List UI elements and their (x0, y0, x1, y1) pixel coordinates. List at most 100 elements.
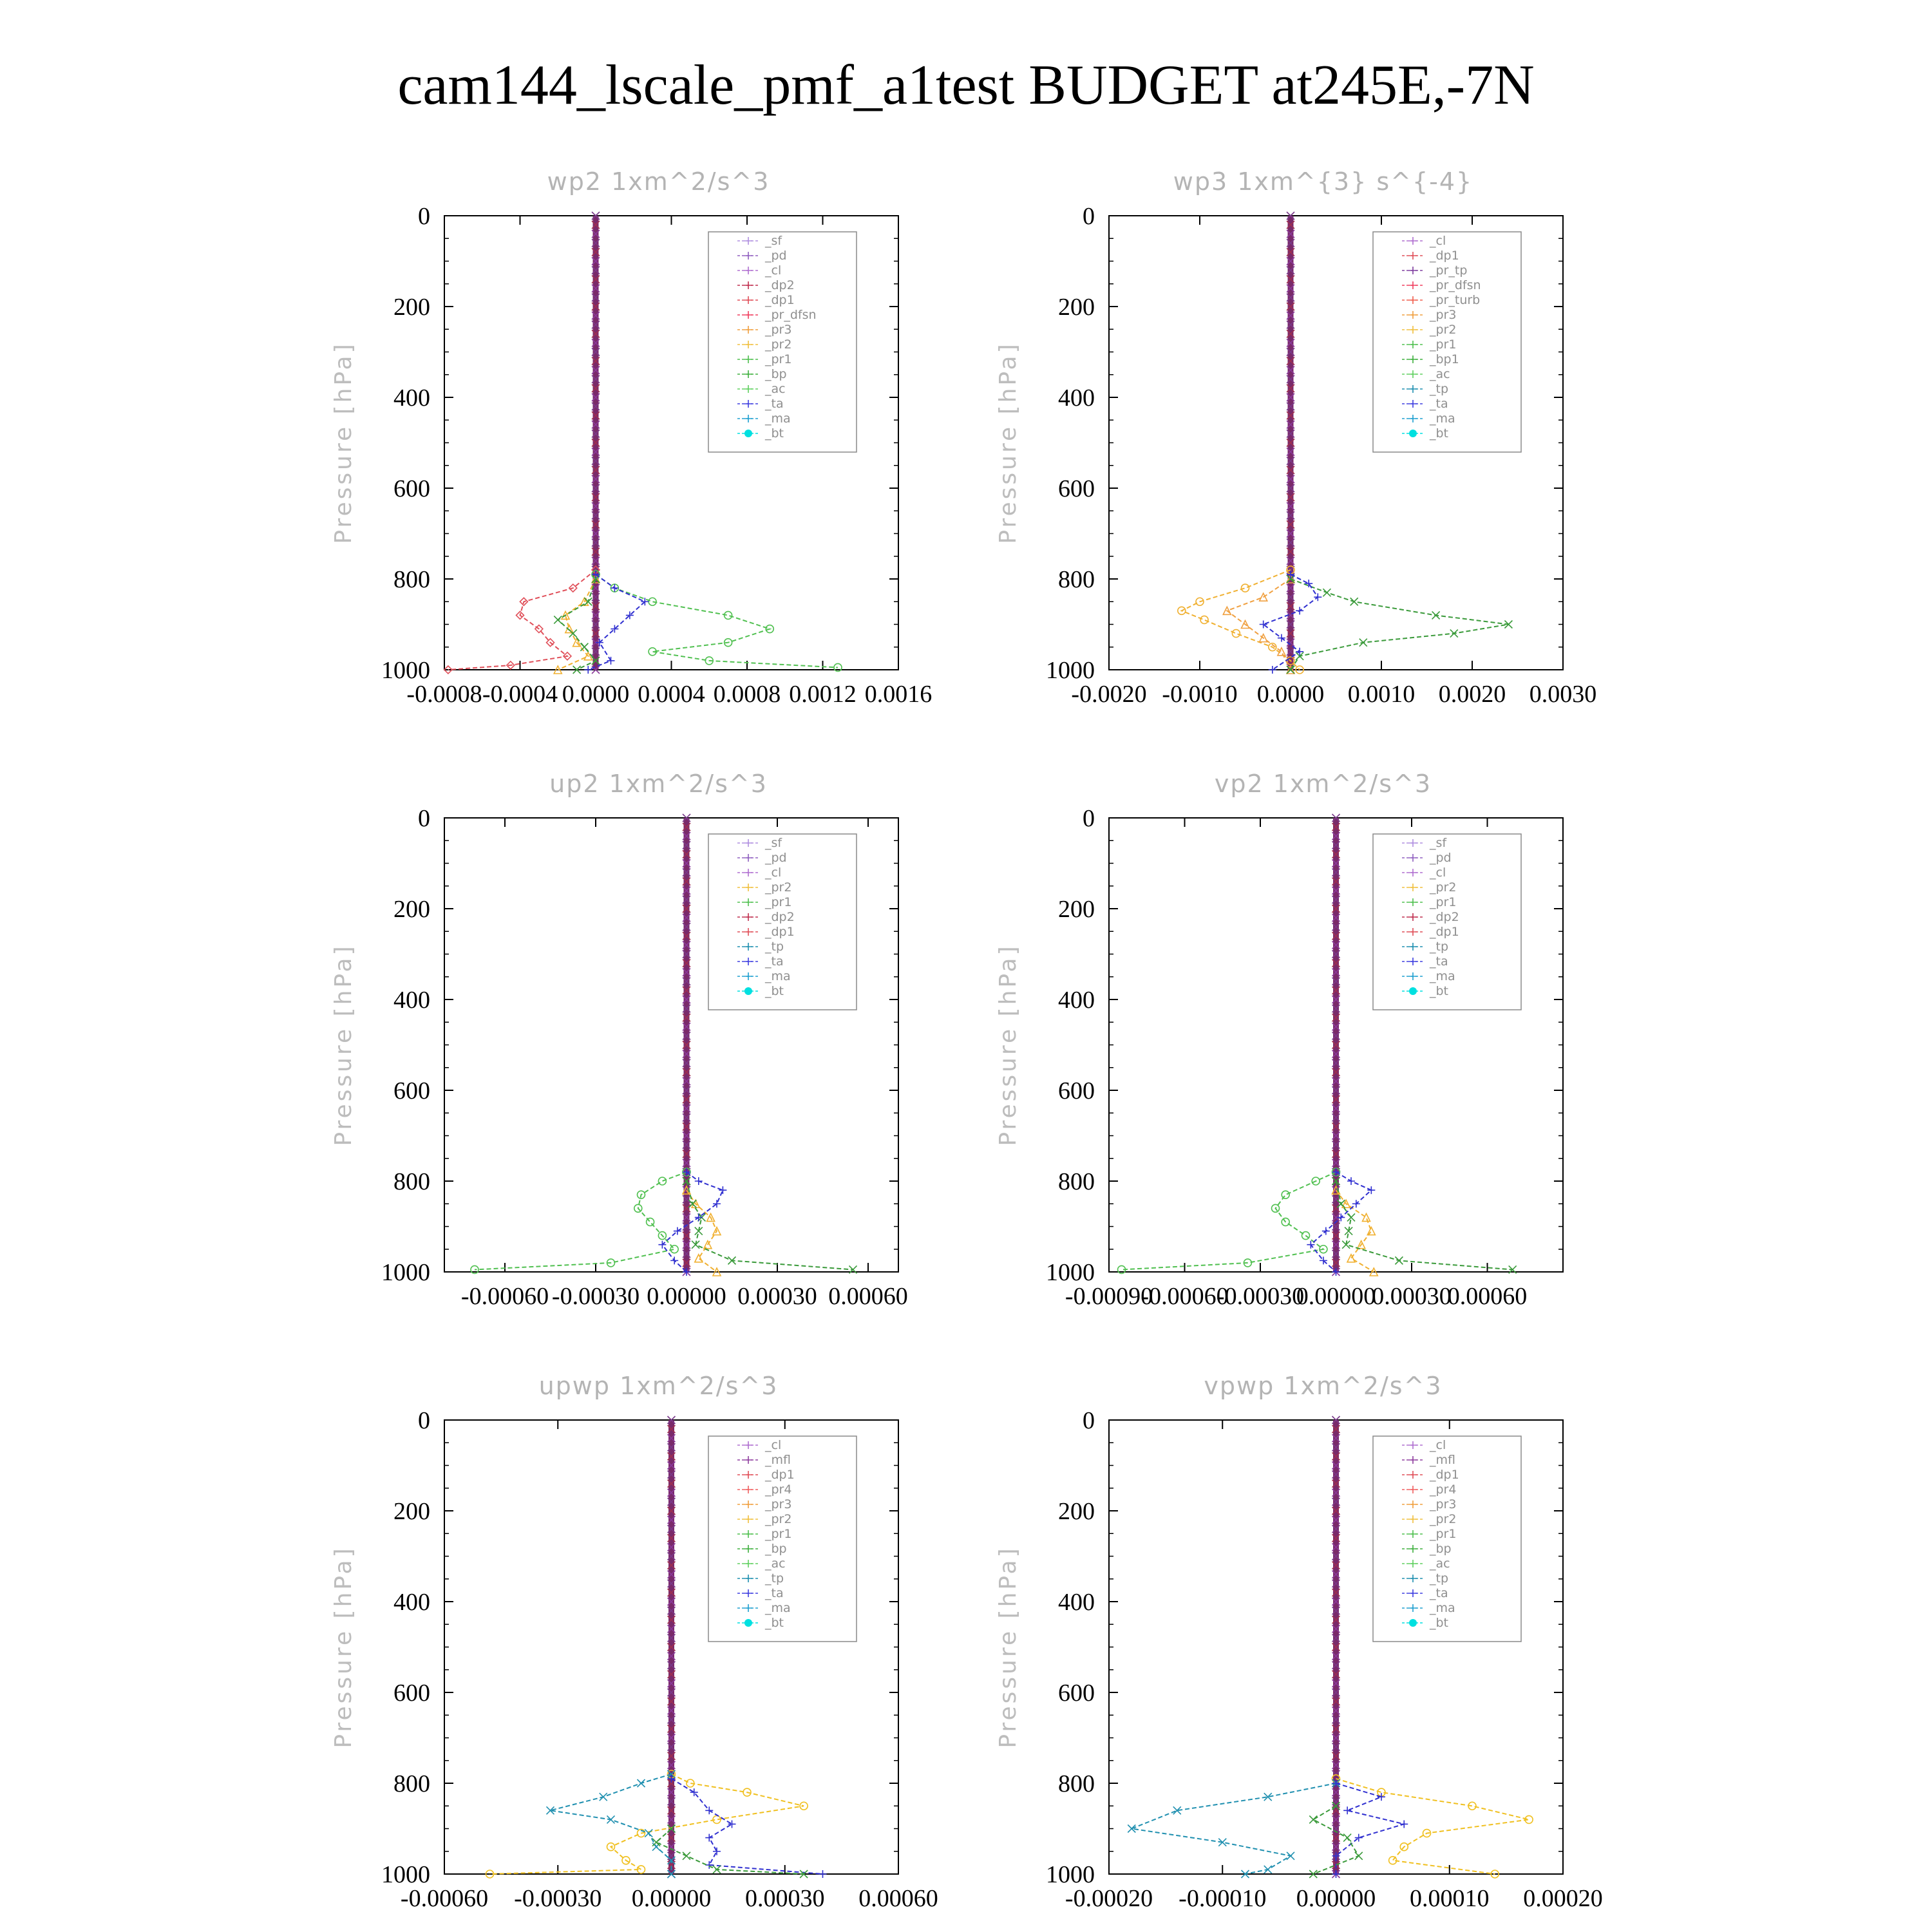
y-tick-label: 0 (418, 203, 430, 230)
series-marker (636, 1190, 646, 1199)
x-tick-label: 0.00000 (1296, 1885, 1376, 1912)
series-marker (1468, 1801, 1477, 1811)
x-tick-label: 0.0000 (562, 681, 630, 708)
legend-marker (1409, 928, 1417, 936)
zero-profile-marker (591, 583, 600, 592)
zero-profile-marker (1286, 293, 1295, 302)
legend-label: _ma (764, 1601, 791, 1615)
legend-box (708, 833, 857, 1010)
series-marker (1240, 619, 1250, 629)
series-marker (713, 1847, 721, 1855)
legend-label: _cl (1429, 866, 1446, 880)
legend-label: _ta (764, 1586, 784, 1600)
legend-marker (1409, 1530, 1417, 1538)
series-marker (534, 624, 544, 634)
zero-profile-marker (1286, 429, 1295, 438)
series-marker (553, 615, 562, 625)
series-marker (611, 625, 619, 633)
zero-profile-marker (1331, 1461, 1341, 1470)
zero-profile-marker (682, 1240, 691, 1249)
legend-label: _dp1 (764, 293, 795, 307)
legend-label: _pd (764, 249, 787, 263)
chart-panel: wp2 1xm^2/s^3 Pressure [hPa] 0 200 400 600 800… (330, 167, 932, 708)
y-axis-label: Pressure [hPa] (995, 943, 1021, 1146)
zero-profile-marker (1286, 220, 1295, 229)
series-marker (1361, 1212, 1371, 1222)
zero-profile-marker (682, 822, 691, 831)
zero-profile-marker (682, 977, 691, 986)
legend-label: _ma (1429, 969, 1455, 983)
legend-marker (1409, 400, 1417, 408)
x-tick-label: -0.00020 (1065, 1885, 1153, 1912)
y-tick-label: 800 (393, 1168, 430, 1195)
zero-profile-marker (1331, 1733, 1341, 1743)
zero-profile-marker (591, 547, 600, 556)
zero-profile-marker (667, 1806, 676, 1815)
legend-marker (1409, 311, 1417, 319)
zero-profile-marker (667, 1461, 676, 1470)
zero-profile-marker (1286, 238, 1295, 247)
y-tick-label: 200 (393, 896, 430, 923)
zero-profile-marker (1286, 538, 1295, 547)
series-marker (1367, 1226, 1376, 1236)
zero-profile-marker (591, 366, 600, 375)
series-marker (1341, 1240, 1350, 1249)
series-marker (1195, 597, 1204, 607)
series-marker (1508, 1265, 1517, 1274)
x-tick-label: -0.00030 (514, 1885, 601, 1912)
zero-profile-marker (591, 511, 600, 520)
zero-profile-marker (1331, 1570, 1341, 1579)
series-marker (728, 1820, 736, 1828)
legend-marker (1409, 1471, 1417, 1479)
zero-profile-marker (667, 1624, 676, 1633)
series-marker (562, 651, 573, 661)
zero-profile-marker (1331, 1551, 1341, 1561)
zero-profile-marker (667, 1752, 676, 1761)
zero-profile-marker (682, 895, 691, 904)
legend-marker (744, 854, 752, 862)
zero-profile-marker (682, 949, 691, 959)
series-marker (1309, 1815, 1318, 1824)
series-marker (1264, 1865, 1273, 1874)
legend-marker (744, 987, 752, 995)
zero-profile-marker (667, 1688, 676, 1697)
y-tick-label: 600 (393, 1077, 430, 1104)
legend-marker (1409, 898, 1417, 906)
series-marker (1117, 1265, 1126, 1274)
legend-marker (744, 1530, 752, 1538)
series-marker (573, 665, 582, 674)
zero-profile-marker (591, 429, 600, 438)
legend-label: _tp (1429, 940, 1448, 954)
series-line (1309, 1171, 1373, 1273)
zero-profile-marker (591, 484, 600, 493)
legend-marker (1409, 987, 1417, 995)
y-axis-label: Pressure [hPa] (995, 341, 1021, 544)
legend-marker (744, 1619, 752, 1627)
zero-profile-marker (1331, 1743, 1341, 1752)
legend-marker (744, 1604, 752, 1612)
series-marker (1450, 629, 1459, 638)
series-marker (833, 663, 842, 672)
zero-profile-marker (1286, 311, 1295, 320)
x-tick-label: 0.0000 (1257, 681, 1325, 708)
series-marker (641, 598, 649, 606)
zero-profile-marker (1286, 547, 1295, 556)
zero-profile-marker (591, 448, 600, 457)
series-line (595, 574, 838, 668)
zero-profile-marker (591, 329, 600, 338)
series-marker (1287, 570, 1294, 578)
zero-profile-marker (1331, 1697, 1341, 1706)
legend-label: _dp2 (1429, 910, 1459, 924)
y-tick-label: 0 (418, 805, 430, 832)
y-tick-label: 800 (1058, 1168, 1095, 1195)
zero-profile-marker (667, 1697, 676, 1706)
series-marker (694, 1177, 703, 1185)
zero-profile-marker (1286, 366, 1295, 375)
zero-profile-marker (667, 1497, 676, 1506)
series-marker (1504, 620, 1513, 629)
zero-profile-marker (1331, 1542, 1341, 1551)
zero-profile-marker (1286, 620, 1295, 629)
series-marker (1319, 1256, 1327, 1265)
legend-marker (1409, 1441, 1417, 1449)
legend-marker (1409, 252, 1417, 260)
